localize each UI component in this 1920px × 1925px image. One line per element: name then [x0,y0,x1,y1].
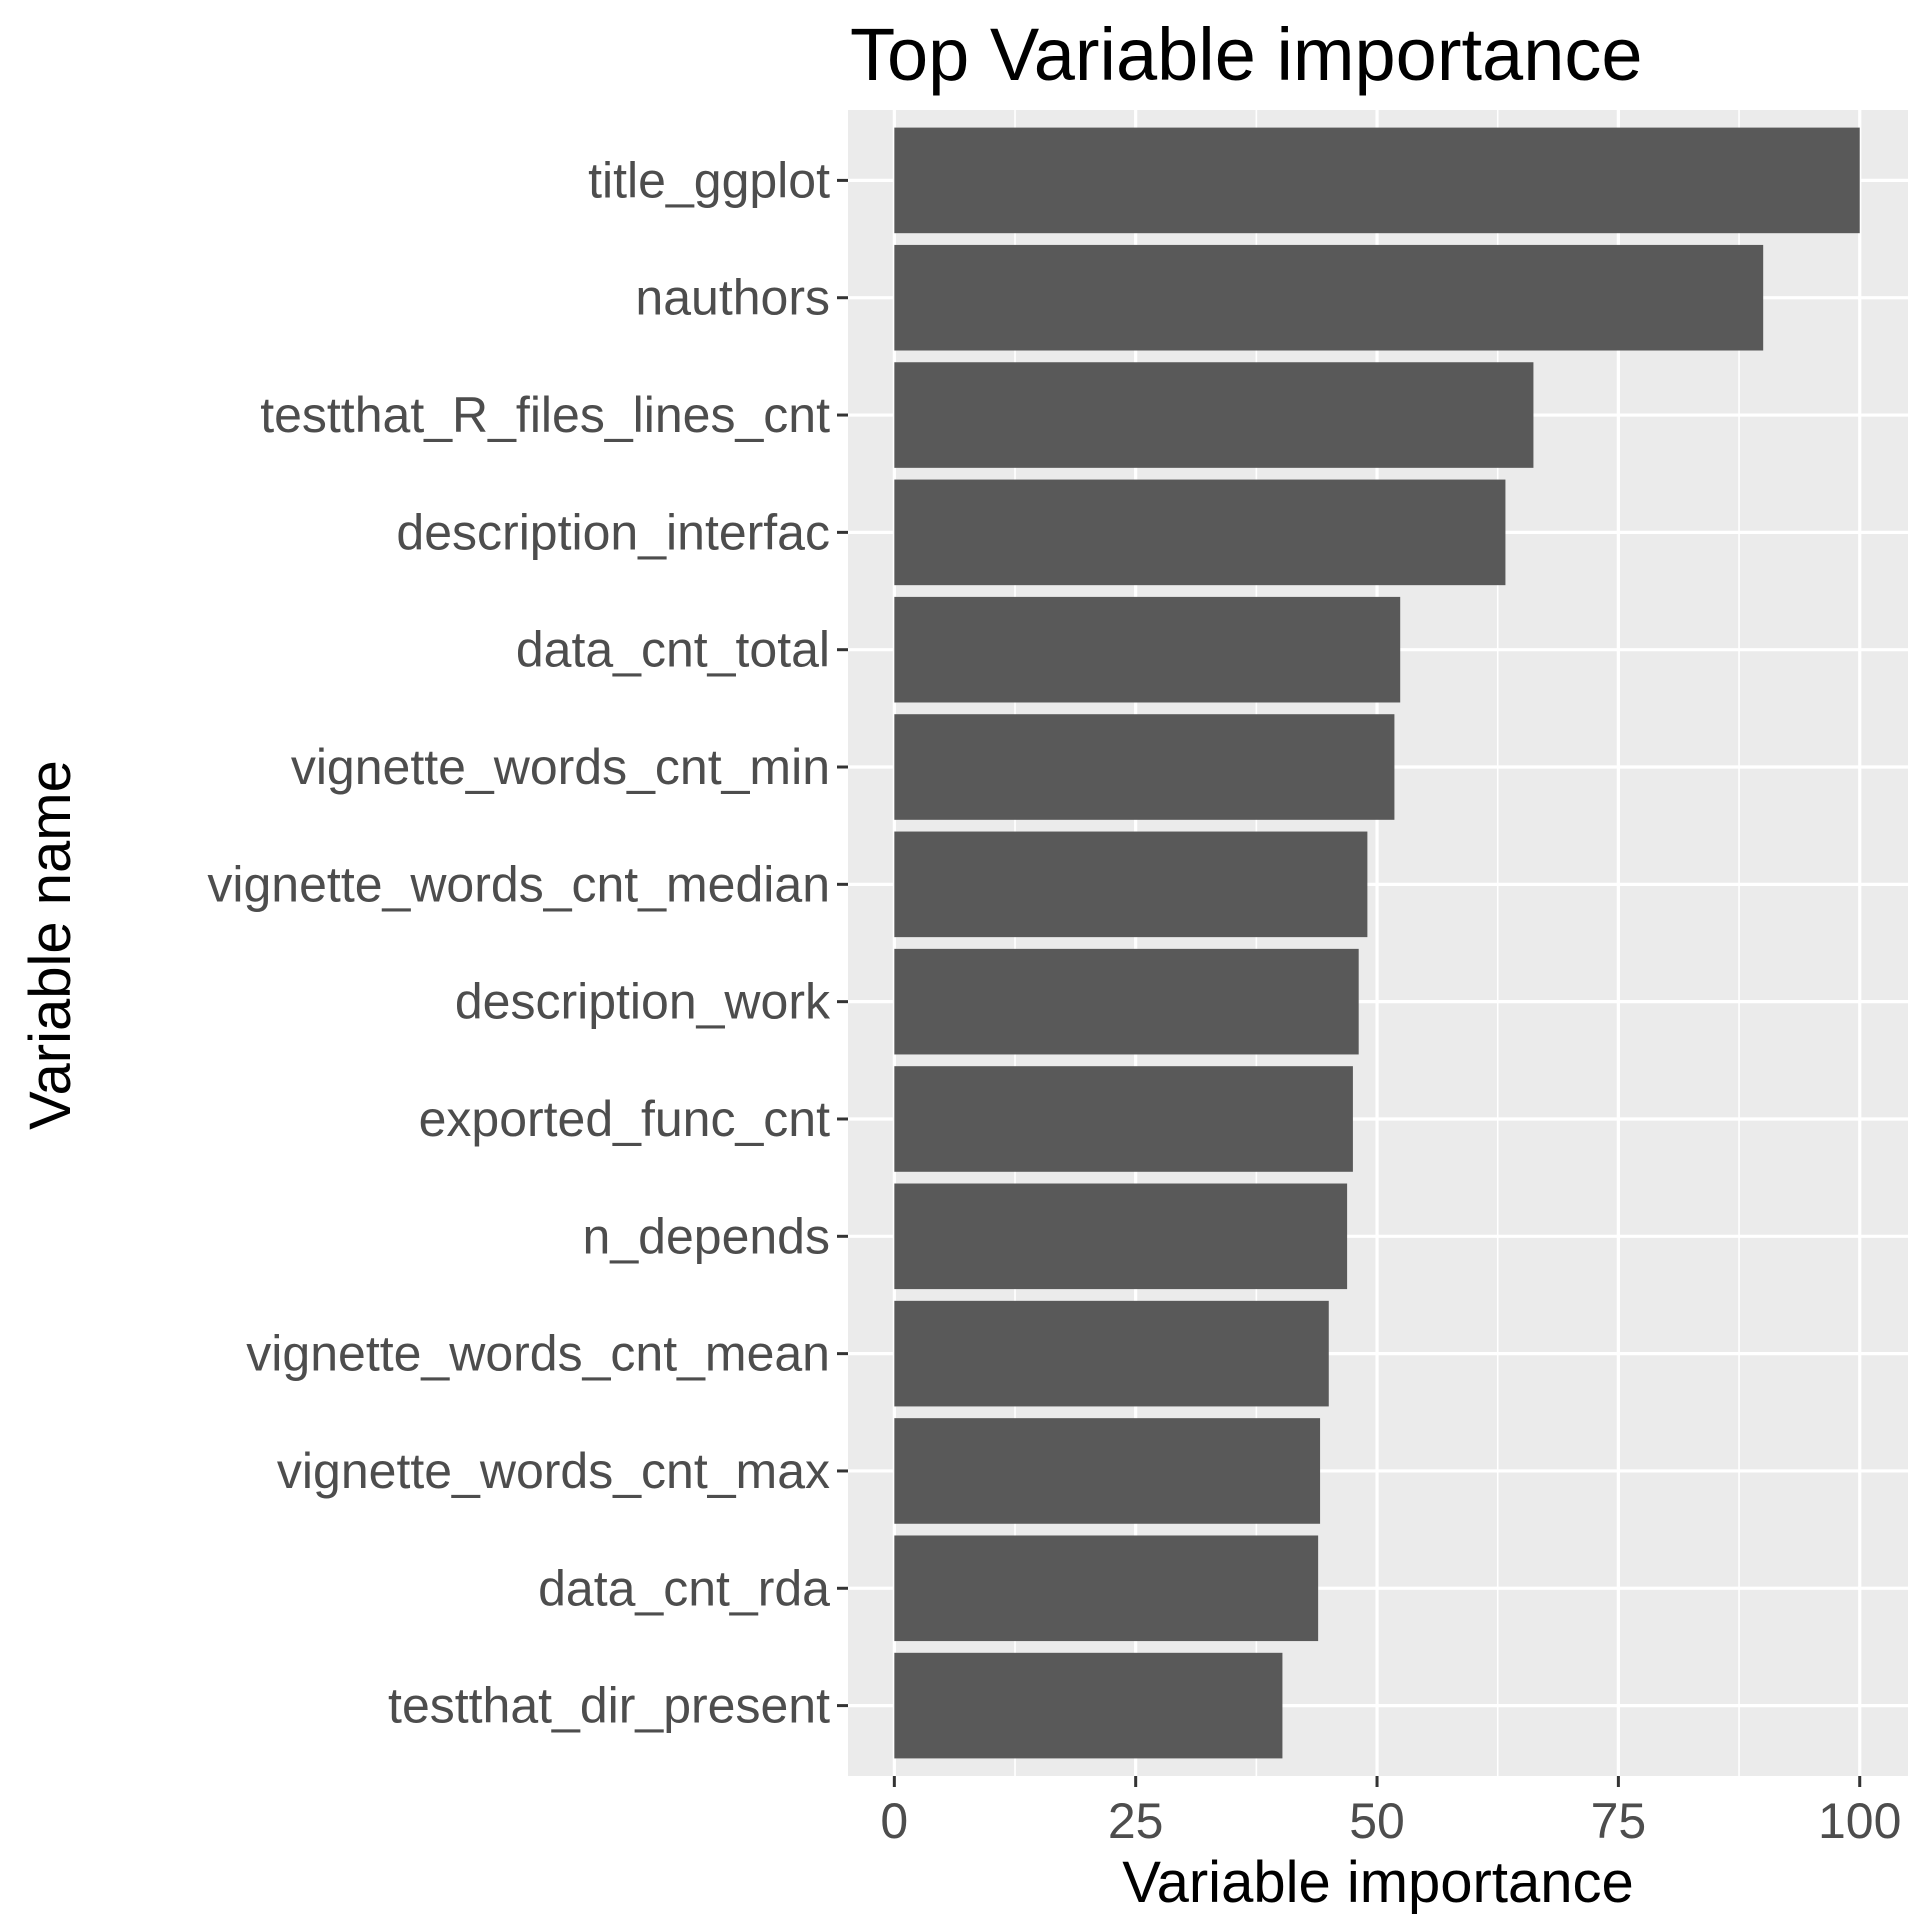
bar-vignette-words-cnt-median [894,831,1368,938]
bar-vignette-words-cnt-max [894,1418,1321,1524]
y-tick-label: description_interfac [396,504,830,560]
y-tick-label: title_ggplot [588,152,830,208]
x-tick-label: 25 [1108,1793,1164,1849]
bar-title-ggplot [894,127,1860,234]
y-tick-label: testthat_dir_present [388,1678,830,1734]
bar-testthat-R-files-lines-cnt [894,362,1534,468]
x-tick-label: 75 [1591,1793,1647,1849]
bar-data-cnt-rda [894,1535,1319,1642]
bar-nauthors [894,244,1764,351]
y-tick-label: data_cnt_rda [538,1560,830,1616]
bar-testthat-dir-present [894,1652,1283,1759]
y-tick-label: vignette_words_cnt_mean [246,1326,830,1382]
x-axis-title: Variable importance [1122,1850,1634,1915]
bar-description-work [894,948,1359,1055]
y-tick-label: vignette_words_cnt_median [207,856,830,912]
y-tick-label: n_depends [583,1208,830,1264]
y-tick-label: description_work [455,974,831,1030]
bar-vignette-words-cnt-min [894,714,1395,820]
x-tick-label: 50 [1349,1793,1405,1849]
chart-title: Top Variable importance [850,13,1643,96]
bar-vignette-words-cnt-mean [894,1300,1329,1407]
y-tick-label: exported_func_cnt [419,1091,831,1147]
y-tick-label: vignette_words_cnt_min [291,739,830,795]
y-tick-label: data_cnt_total [516,622,830,678]
y-tick-label: nauthors [635,270,830,326]
x-tick-label: 100 [1818,1793,1901,1849]
plot-area: title_ggplot nauthors testthat_R_files_lin… [207,110,1908,1849]
bar-data-cnt-total [894,596,1401,703]
bar-description-interfac [894,479,1506,586]
bar-n-depends [894,1183,1348,1290]
x-tick-label: 0 [880,1793,908,1849]
y-tick-label: vignette_words_cnt_max [277,1443,830,1499]
y-tick-label: testthat_R_files_lines_cnt [260,387,830,443]
bar-exported-func-cnt [894,1066,1353,1172]
y-axis-title: Variable name [18,760,83,1130]
